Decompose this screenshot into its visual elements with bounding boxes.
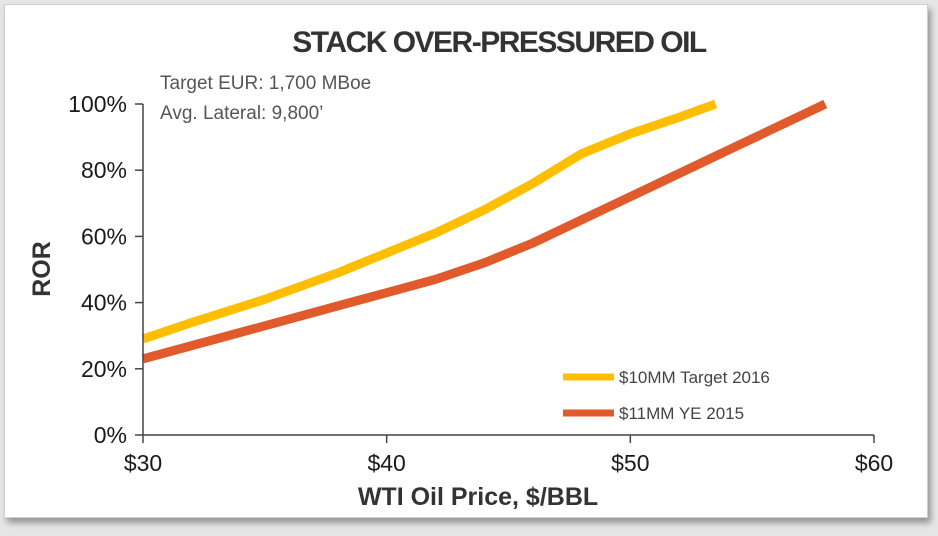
- legend: $10MM Target 2016 $11MM YE 2015: [563, 368, 770, 423]
- y-tick-label: 60%: [81, 223, 127, 249]
- series-line-1: [141, 99, 828, 364]
- ror-chart: STACK OVER-PRESSURED OIL Target EUR: 1,7…: [28, 26, 893, 511]
- annotation-avg-lateral: Avg. Lateral: 9,800’: [160, 103, 323, 124]
- y-tick-label: 20%: [81, 356, 127, 382]
- x-tick-label: $50: [611, 450, 649, 476]
- legend-label-1: $11MM YE 2015: [619, 404, 744, 423]
- series-line-0: [141, 99, 718, 344]
- series-lines: [141, 99, 828, 364]
- y-tick-label: 40%: [81, 290, 127, 316]
- y-axis-title: ROR: [28, 241, 56, 297]
- y-tick-label: 100%: [68, 91, 127, 117]
- x-tick-label: $40: [367, 450, 405, 476]
- x-tick-label: $60: [855, 450, 893, 476]
- annotation-target-eur: Target EUR: 1,700 MBoe: [160, 73, 371, 94]
- y-ticks: 0% 20% 40% 60% 80% 100%: [68, 91, 143, 448]
- y-tick-label: 0%: [94, 422, 127, 448]
- x-tick-label: $30: [124, 450, 162, 476]
- x-ticks: $30 $40 $50 $60: [124, 435, 893, 476]
- x-axis-title: WTI Oil Price, $/BBL: [358, 483, 598, 511]
- chart-card: STACK OVER-PRESSURED OIL Target EUR: 1,7…: [4, 4, 928, 518]
- legend-label-0: $10MM Target 2016: [619, 368, 770, 387]
- y-tick-label: 80%: [81, 157, 127, 183]
- chart-title: STACK OVER-PRESSURED OIL: [292, 26, 707, 59]
